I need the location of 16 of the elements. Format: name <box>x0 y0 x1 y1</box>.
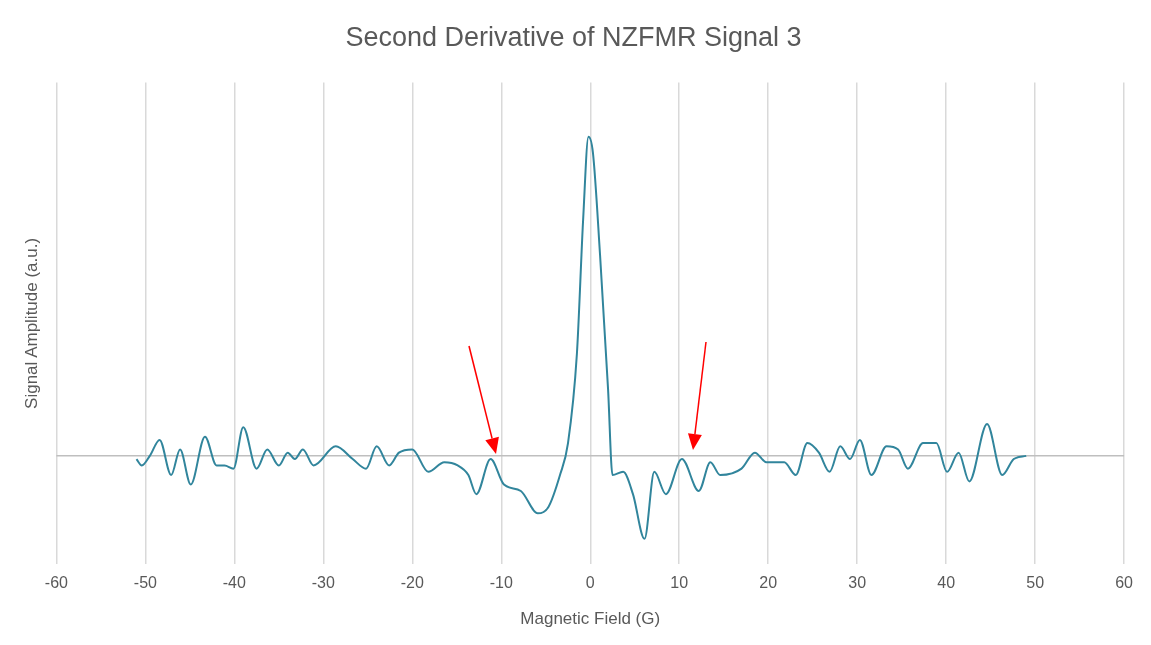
x-tick-label: 30 <box>848 574 867 592</box>
x-tick-label: 20 <box>759 574 778 592</box>
chart-title: Second Derivative of NZFMR Signal 3 <box>345 21 802 52</box>
y-axis-title: Signal Amplitude (a.u.) <box>21 237 41 409</box>
x-axis-title: Magnetic Field (G) <box>520 609 661 629</box>
x-tick-label: 50 <box>1026 574 1045 592</box>
x-tick-label: -10 <box>489 574 513 592</box>
x-tick-label: -50 <box>133 574 158 592</box>
x-tick-label: -60 <box>44 574 69 592</box>
x-tick-label: 40 <box>937 574 956 592</box>
x-tick-label: 60 <box>1115 574 1134 592</box>
x-tick-label: 0 <box>585 574 595 592</box>
x-tick-label: -20 <box>400 574 424 592</box>
x-tick-label: 10 <box>670 574 689 592</box>
x-tick-label: -40 <box>222 574 247 592</box>
x-tick-label: -30 <box>311 574 335 592</box>
